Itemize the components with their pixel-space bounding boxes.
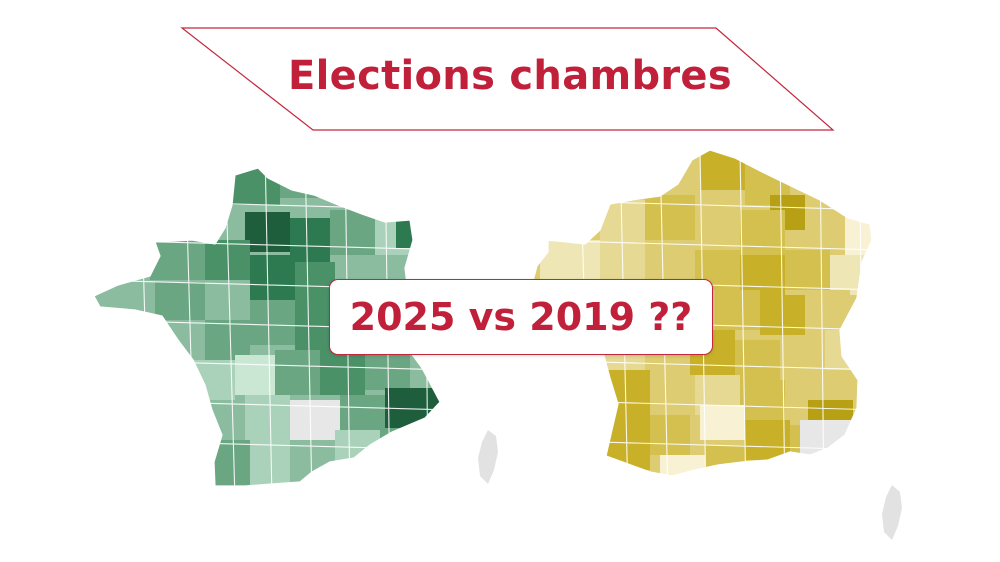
page-title: Elections chambres [288, 53, 732, 99]
comparison-label: 2025 vs 2019 ?? [349, 295, 693, 339]
title-banner [180, 27, 835, 131]
corsica-right [882, 485, 902, 540]
corsica-left [478, 430, 498, 484]
comparison-box: 2025 vs 2019 ?? [329, 279, 713, 355]
